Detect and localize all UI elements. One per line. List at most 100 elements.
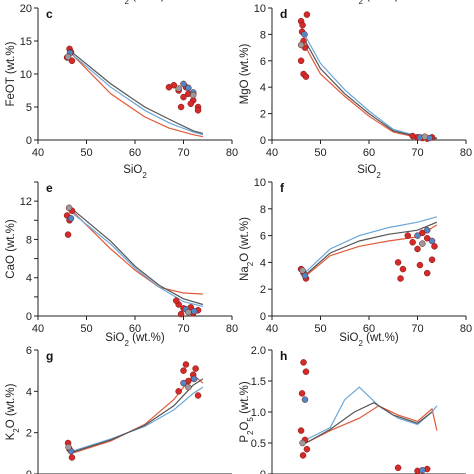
- data-point: [190, 307, 198, 315]
- data-point: [297, 41, 305, 49]
- panel-letter: g: [46, 349, 53, 363]
- data-point: [68, 454, 76, 461]
- data-point: [299, 267, 306, 274]
- panel-d: 0 2 4 6 8 10 40 50 60 70 80 d SiO2 (wt.%) MgO (wt.%): [239, 0, 472, 159]
- panel-c: 0 5 10 15 20 40 50 60 70 80 c SiO2 (wt.%) FeOT (wt.%…: [5, 0, 238, 159]
- model-curve: [305, 47, 437, 140]
- y-axis-label: K2O (wt.%): [5, 383, 21, 440]
- y-tick-label: 4: [260, 82, 266, 94]
- x-tick-label: 50: [314, 147, 326, 159]
- model-curve: [71, 373, 204, 454]
- data-point: [299, 21, 306, 29]
- x-tick-label: 70: [411, 323, 423, 335]
- data-point: [185, 383, 192, 391]
- data-point: [192, 365, 199, 372]
- y-tick-label: 2: [260, 284, 266, 296]
- y-tick-label: 0: [26, 469, 32, 474]
- model-curve: [71, 210, 203, 295]
- data-point: [409, 239, 416, 246]
- y-tick-label: 1.5: [251, 376, 266, 388]
- y-tick-label: 0.5: [251, 438, 266, 450]
- data-point: [177, 103, 185, 111]
- model-curve: [305, 42, 437, 139]
- y-tick-label: 0: [26, 135, 32, 147]
- model-curve: [71, 386, 204, 452]
- data-point: [428, 237, 436, 245]
- y-tick-label: 4: [26, 273, 32, 285]
- y-axis-label: CaO (wt.%): [5, 219, 17, 279]
- data-point: [409, 132, 416, 140]
- data-point: [419, 467, 426, 474]
- y-tick-label: 2: [26, 428, 32, 440]
- panel-e: 0 4 8 12 40 50 60 70 80 e SiO2 CaO (wt.%): [5, 164, 238, 335]
- x-tick-label: 60: [129, 147, 141, 159]
- data-point: [297, 427, 305, 434]
- y-tick-label: 15: [20, 36, 32, 48]
- y-tick-label: 6: [260, 231, 266, 243]
- x-tick-label: 50: [314, 323, 326, 335]
- panel-letter: h: [280, 349, 287, 363]
- model-curve: [71, 212, 204, 307]
- x-axis-label: SiO2 (wt.%): [105, 332, 165, 348]
- data-point: [297, 57, 305, 65]
- panel-letter: e: [46, 181, 53, 195]
- y-tick-label: 10: [254, 3, 266, 15]
- model-curve: [71, 378, 204, 453]
- x-tick-label: 80: [460, 323, 472, 335]
- x-axis-label: SiO2: [357, 164, 381, 180]
- data-point: [299, 452, 307, 459]
- data-point: [416, 261, 424, 269]
- data-point: [394, 464, 402, 472]
- data-point: [67, 215, 75, 222]
- y-tick-label: 0: [26, 311, 32, 323]
- data-point: [423, 235, 431, 242]
- x-tick-label: 80: [226, 323, 238, 335]
- data-point: [421, 133, 429, 140]
- data-point: [301, 396, 309, 403]
- data-point: [64, 53, 72, 61]
- x-tick-label: 50: [80, 147, 92, 159]
- x-tick-label: 80: [460, 147, 472, 159]
- data-point: [180, 367, 187, 374]
- model-curve: [305, 402, 433, 444]
- panel-letter: c: [46, 7, 53, 21]
- y-tick-label: 12: [20, 196, 32, 208]
- panel-letter: f: [280, 181, 285, 195]
- data-point: [187, 100, 195, 107]
- model-curve: [305, 405, 438, 444]
- y-tick-label: 8: [26, 234, 32, 246]
- y-tick-label: 0: [260, 469, 266, 474]
- data-point: [185, 84, 192, 92]
- x-tick-label: 80: [226, 147, 238, 159]
- y-tick-label: 6: [260, 56, 266, 68]
- data-point: [175, 85, 182, 92]
- y-tick-label: 4: [26, 386, 32, 398]
- data-point: [419, 229, 426, 237]
- data-point: [64, 231, 72, 238]
- data-point: [194, 392, 202, 399]
- data-point: [414, 232, 421, 239]
- panel-g: 0 2 4 6 g SiO2 (wt.%) K2O (wt.%): [5, 332, 232, 474]
- x-tick-label: 60: [363, 323, 375, 335]
- y-tick-label: 8: [260, 29, 266, 41]
- data-point: [301, 31, 308, 38]
- data-point: [300, 359, 307, 366]
- data-point: [185, 308, 192, 316]
- data-point: [180, 379, 187, 387]
- model-curve: [305, 216, 438, 273]
- x-tick-label: 50: [80, 323, 92, 335]
- data-point: [303, 11, 311, 18]
- data-point: [65, 443, 72, 451]
- data-point: [175, 388, 182, 395]
- data-point: [301, 272, 309, 280]
- y-tick-label: 0: [260, 311, 266, 323]
- data-point: [299, 439, 306, 447]
- y-tick-label: 0: [260, 135, 266, 147]
- y-tick-label: 5: [26, 102, 32, 114]
- data-point: [180, 93, 187, 101]
- x-tick-label: 40: [32, 323, 44, 335]
- model-curve: [71, 53, 204, 138]
- data-point: [180, 80, 187, 88]
- data-point: [428, 256, 436, 263]
